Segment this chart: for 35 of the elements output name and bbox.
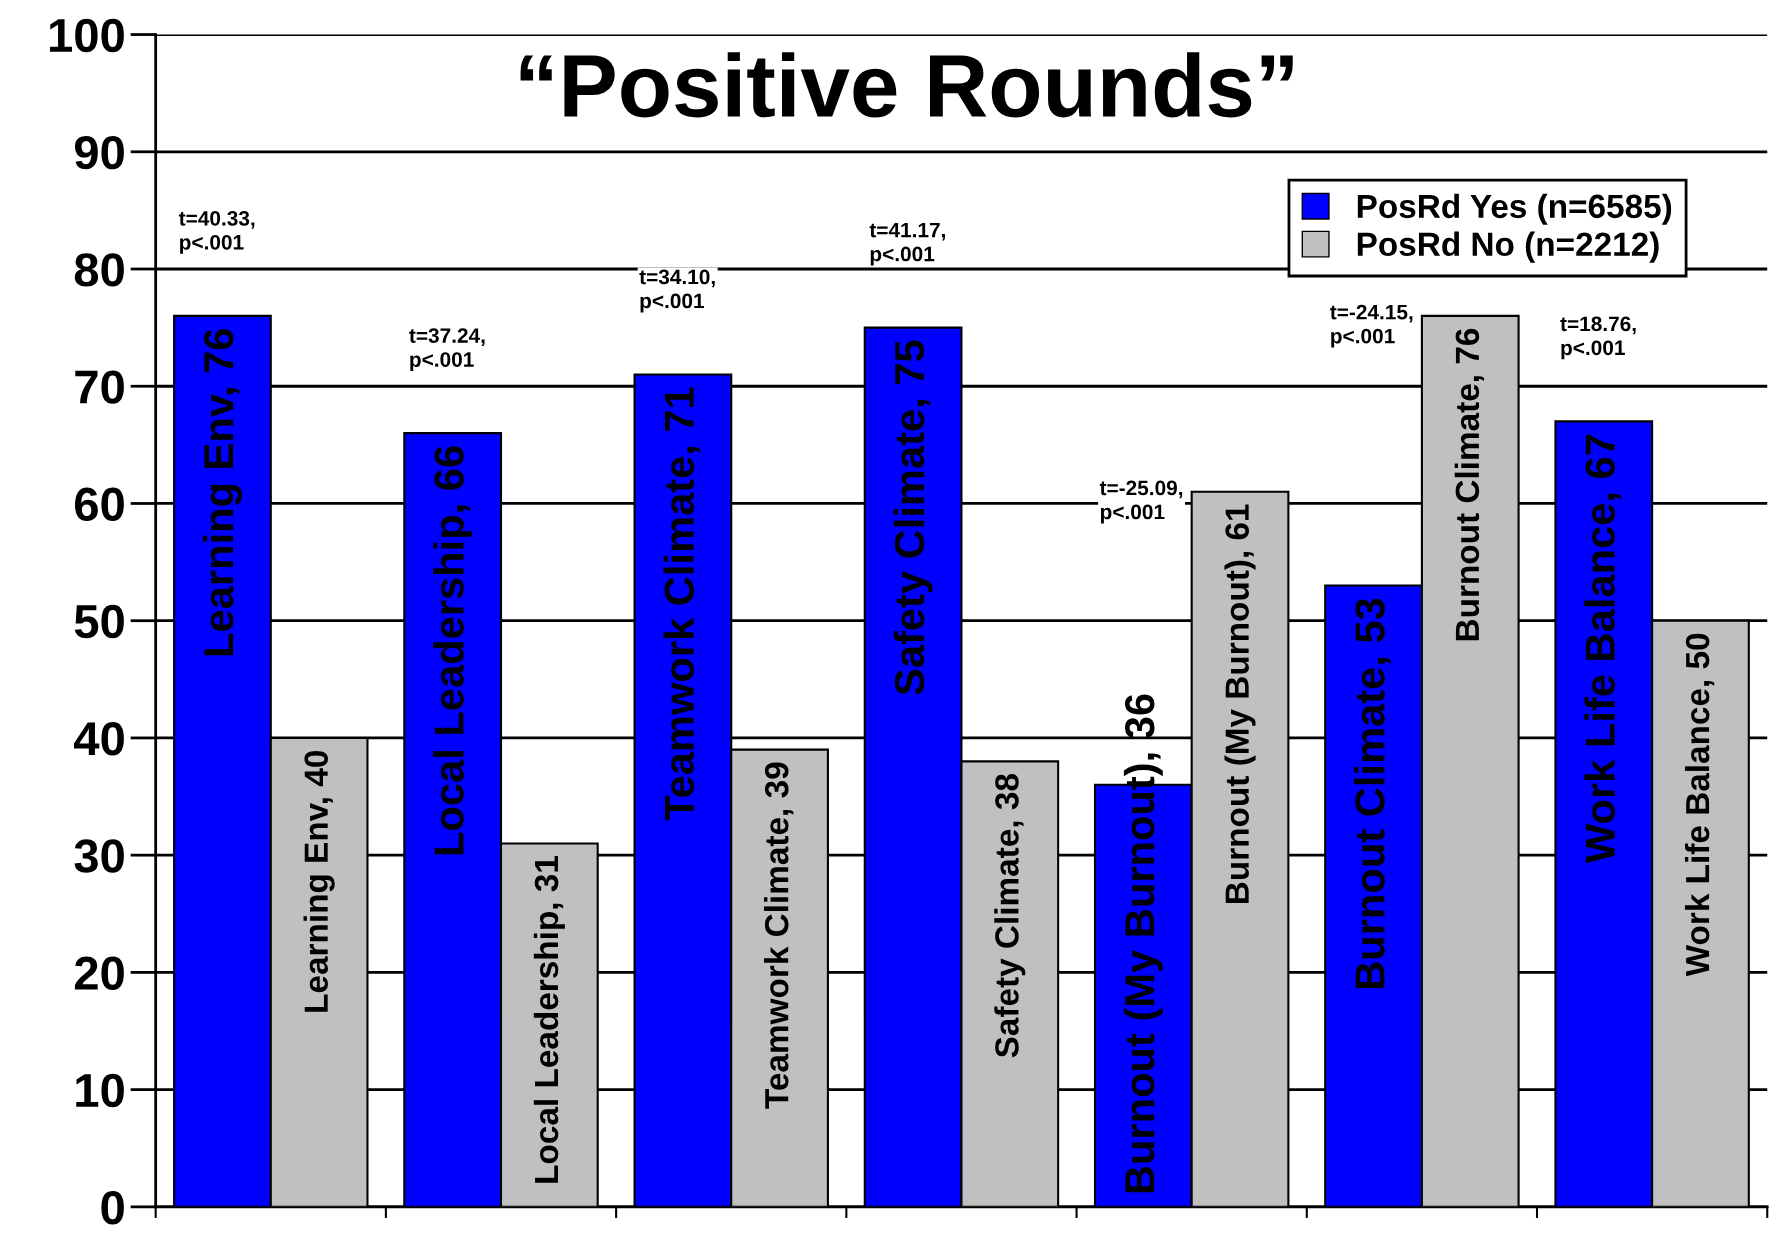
annotation: t=37.24, p<.001 (409, 328, 485, 371)
y-tick-label: 10 (76, 1073, 124, 1108)
data-label: Burnout Climate, 76 (1454, 328, 1485, 641)
y-tick-label: 90 (74, 135, 124, 170)
legend-label: PosRd No (n=2212) (1357, 231, 1659, 263)
data-label: Local Leadership, 31 (533, 856, 565, 1183)
data-label: Safety Climate, 75 (893, 340, 933, 695)
y-tick-label: 30 (74, 839, 124, 873)
annotation: t=41.17, p<.001 (869, 222, 945, 266)
y-tick-label: 20 (74, 956, 124, 990)
y-tick-label: 0 (101, 1190, 124, 1225)
data-label: Burnout (My Burnout), 36 (1123, 694, 1163, 1193)
y-tick-label: 50 (74, 604, 124, 639)
data-label: Teamwork Climate, 71 (663, 387, 701, 821)
data-label: Burnout (My Burnout), 61 (1224, 504, 1256, 904)
data-label: Work Life Balance, 50 (1684, 633, 1715, 977)
data-label: Local Leadership, 66 (433, 446, 473, 855)
data-label: Teamwork Climate, 39 (764, 762, 794, 1109)
data-label: Safety Climate, 38 (994, 774, 1026, 1058)
data-label: Burnout Climate, 53 (1354, 598, 1391, 989)
data-label: Learning Env, 76 (202, 329, 242, 656)
y-tick-label: 40 (74, 722, 124, 756)
data-label: Work Life Balance, 67 (1584, 434, 1621, 864)
annotation: t=-24.15, p<.001 (1330, 304, 1413, 348)
y-tick-label: 80 (74, 253, 124, 287)
annotation: t=18.76, p<.001 (1560, 316, 1636, 360)
y-tick-label: 100 (50, 18, 124, 53)
y-tick-label: 70 (75, 370, 124, 404)
annotation: t=40.33, p<.001 (178, 210, 255, 254)
annotation: t=-25.09, p<.001 (1099, 480, 1183, 524)
y-tick-label: 60 (75, 487, 124, 522)
legend-label: PosRd Yes (n=6585) (1357, 193, 1672, 225)
data-label: Learning Env, 40 (303, 751, 335, 1012)
chart-title: “Positive Rounds” (520, 52, 1293, 118)
annotation: t=34.10, p<.001 (639, 269, 715, 313)
